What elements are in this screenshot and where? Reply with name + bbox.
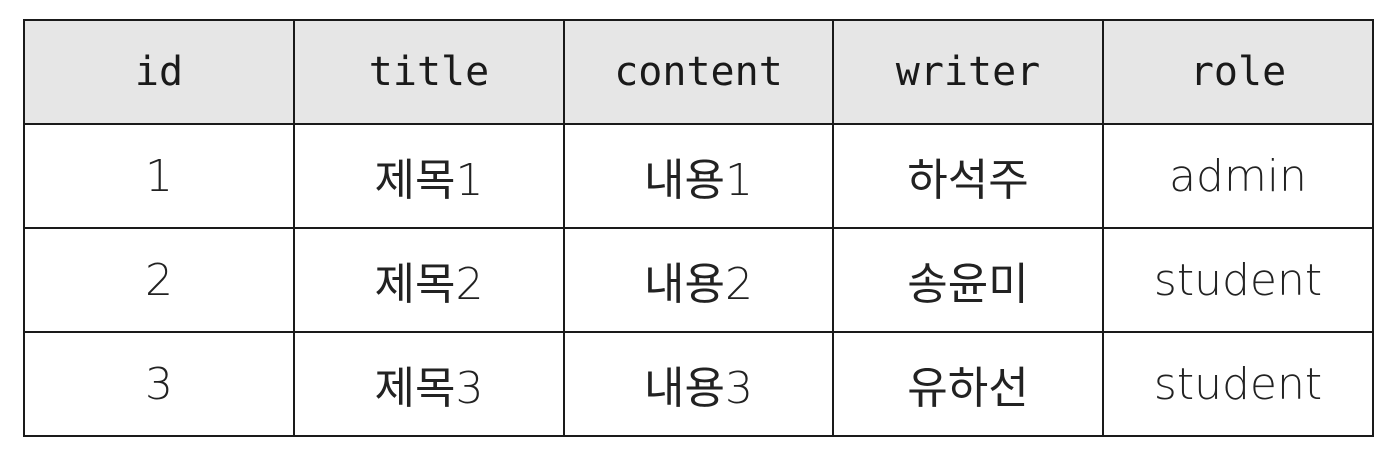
column-header-writer: writer [832, 19, 1104, 125]
cell-writer: 송윤미 [832, 227, 1104, 333]
cell-id: 3 [23, 331, 295, 437]
column-header-role: role [1102, 19, 1374, 125]
cell-writer: 하석주 [832, 123, 1104, 229]
cell-id: 2 [23, 227, 295, 333]
table-row: 3 제목3 내용3 유하선 student [23, 331, 1374, 437]
cell-role: student [1102, 331, 1374, 437]
cell-title: 제목2 [293, 227, 565, 333]
table-row: 2 제목2 내용2 송윤미 student [23, 227, 1374, 333]
cell-content: 내용2 [563, 227, 834, 333]
cell-id: 1 [23, 123, 295, 229]
cell-title: 제목1 [293, 123, 565, 229]
cell-writer: 유하선 [832, 331, 1104, 437]
data-table: id title content writer role 1 제목1 내용1 하… [23, 19, 1374, 437]
cell-content: 내용3 [563, 331, 834, 437]
table-row: 1 제목1 내용1 하석주 admin [23, 123, 1374, 229]
cell-role: student [1102, 227, 1374, 333]
column-header-id: id [23, 19, 295, 125]
cell-content: 내용1 [563, 123, 834, 229]
cell-role: admin [1102, 123, 1374, 229]
column-header-content: content [563, 19, 834, 125]
table-header-row: id title content writer role [23, 19, 1374, 125]
column-header-title: title [293, 19, 565, 125]
table-container: id title content writer role 1 제목1 내용1 하… [23, 19, 1374, 437]
cell-title: 제목3 [293, 331, 565, 437]
